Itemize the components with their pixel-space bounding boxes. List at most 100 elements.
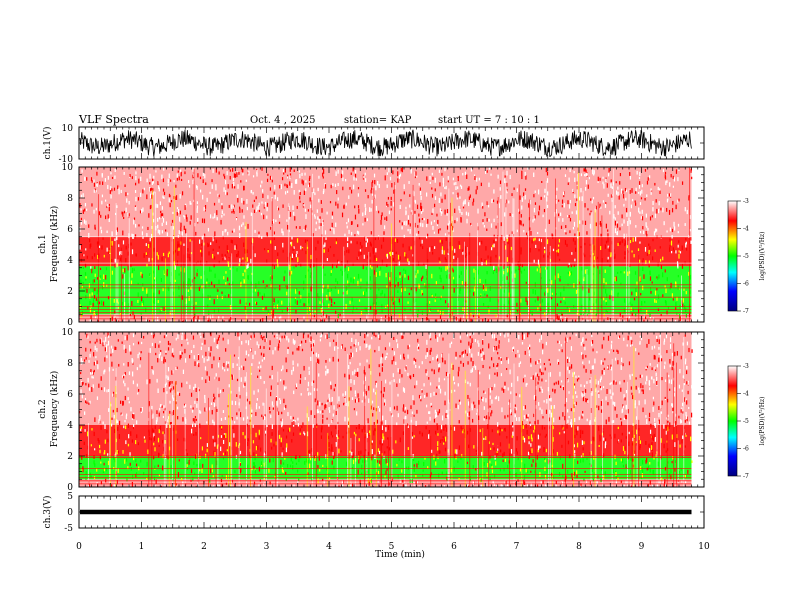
spectrogram-pixel [134,182,137,186]
spectrogram-pixel [281,177,284,181]
spectrogram-pixel [178,176,180,181]
spectrogram-pixel [533,238,535,242]
spectrogram-pixel [438,385,441,389]
spectrogram-pixel [136,420,138,425]
spectrogram-pixel [433,391,435,396]
spectrogram-pixel [176,207,179,210]
spectrogram-pixel [519,263,521,267]
spectrogram-pixel [178,247,180,251]
spectrogram-pixel [80,220,83,225]
spectrogram-pixel [426,371,428,376]
spectrogram-pixel [473,286,476,292]
spectrogram-pixel [563,202,565,208]
spectrogram-pixel [312,351,315,355]
spectrogram-pixel [127,251,129,256]
spectrogram-pixel [152,429,155,432]
spectrogram-pixel [381,259,383,265]
spectrogram-pixel [211,184,213,189]
spectrogram-pixel [404,415,406,420]
spectrogram-pixel [101,200,103,205]
spectrogram-pixel [113,187,116,191]
spectrogram-pixel [141,297,144,301]
spectrogram-pixel [309,175,311,179]
spectrogram-pixel [277,264,279,268]
spectrogram-pixel [625,405,627,410]
spectrogram-pixel [530,358,532,363]
spectrogram-pixel [457,175,459,178]
spectrogram-pixel [196,186,198,190]
spectrogram-pixel [677,274,679,278]
spectrogram-pixel [682,342,684,346]
spectrogram-pixel [619,181,621,185]
spectrogram-pixel [677,264,679,269]
spectrogram-pixel [193,386,195,390]
spectrogram-pixel [558,416,561,420]
spectrogram-pixel [640,292,642,296]
spectrogram-pixel [424,457,426,460]
spectrogram-pixel [595,222,597,227]
spectrogram-pixel [213,450,215,456]
spectrogram-pixel [220,219,222,225]
spectrogram-pixel [552,248,555,252]
spectrogram-pixel [625,207,628,213]
spectrogram-pixel [267,249,269,253]
spectrogram-pixel [82,381,84,385]
spectrogram-pixel [641,300,643,306]
spectrogram-pixel [130,407,132,412]
spectrogram-pixel [610,381,612,385]
spectrogram-streak [578,172,580,322]
spectrogram-pixel [460,271,462,275]
spectrogram-pixel [167,183,169,187]
spectrogram-pixel [641,209,643,214]
spectrogram-pixel [396,343,399,349]
spectrogram-pixel [330,184,332,189]
spectrogram-pixel [201,243,203,247]
spectrogram-pixel [375,185,377,191]
spectrogram-pixel [388,210,390,215]
spectrogram-pixel [214,256,216,260]
spectrogram-pixel [354,214,357,220]
spectrogram-pixel [351,231,353,236]
spectrogram-pixel [350,172,352,175]
spectrogram-pixel [638,389,640,394]
spectrogram-pixel [410,246,412,250]
spectrogram-pixel [491,334,494,339]
spectrogram-pixel [293,190,295,195]
spectrogram-pixel [658,201,660,206]
spectrogram-pixel [141,226,144,229]
spectrogram-pixel [493,483,495,486]
spectrogram-pixel [459,287,462,292]
spectrogram-pixel [615,181,617,184]
spectrogram-pixel [488,345,490,349]
spectrogram-pixel [184,334,186,340]
spectrogram-pixel [253,390,255,395]
spectrogram-pixel [285,447,288,453]
spectrogram-pixel [129,345,131,351]
spectrogram-pixel [484,391,486,394]
spectrogram-pixel [530,443,532,447]
spectrogram-pixel [463,428,465,433]
spectrogram-pixel [433,418,436,423]
spectrogram-pixel [350,346,352,349]
spectrogram-pixel [483,225,485,228]
spectrogram-pixel [393,379,395,383]
spectrogram-pixel [429,349,431,355]
spectrogram-pixel [339,313,341,317]
spectrogram-pixel [254,253,256,258]
spectrogram-pixel [497,430,499,434]
spectrogram-pixel [669,358,671,364]
spectrogram-pixel [349,300,351,305]
spectrogram-pixel [453,376,455,381]
spectrogram-pixel [333,405,335,410]
spectrogram-pixel [501,429,503,432]
spectrogram-pixel [169,311,171,316]
spectrogram-pixel [652,317,655,322]
spectrogram-pixel [327,284,329,289]
spectrogram-pixel [169,410,171,414]
spectrogram-pixel [458,205,460,211]
spectrogram-streak [509,234,510,322]
spectrogram-pixel [351,221,353,225]
spectrogram-pixel [457,298,459,302]
spectrogram-pixel [187,281,189,287]
spectrogram-streak [464,241,465,322]
